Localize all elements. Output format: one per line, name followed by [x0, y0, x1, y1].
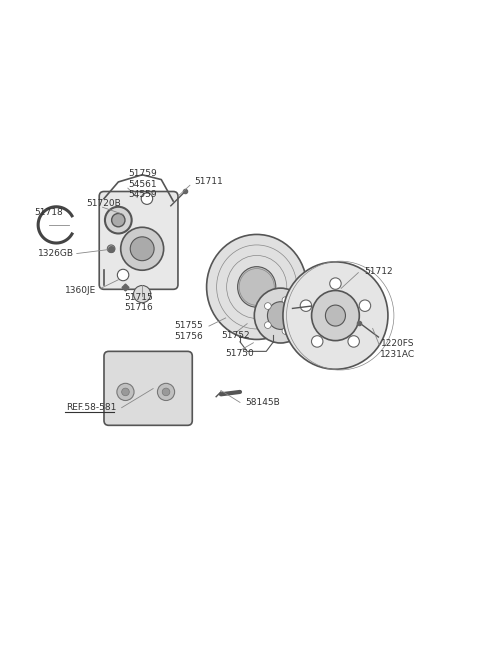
Circle shape: [157, 383, 175, 400]
Ellipse shape: [312, 291, 360, 341]
Ellipse shape: [206, 234, 307, 339]
Text: 51752: 51752: [221, 331, 250, 340]
Circle shape: [282, 328, 289, 334]
Text: 1220FS
1231AC: 1220FS 1231AC: [380, 339, 415, 359]
Text: 51750: 51750: [226, 349, 254, 358]
Circle shape: [348, 336, 360, 347]
Circle shape: [121, 388, 129, 396]
Circle shape: [108, 245, 115, 253]
FancyBboxPatch shape: [99, 191, 178, 290]
Text: REF.58-581: REF.58-581: [66, 403, 116, 412]
Text: 58145B: 58145B: [246, 398, 280, 407]
Circle shape: [117, 383, 134, 400]
Text: 51759
54561
54559: 51759 54561 54559: [128, 170, 156, 199]
Circle shape: [264, 303, 271, 309]
Circle shape: [120, 227, 164, 271]
Text: 51720B: 51720B: [86, 199, 121, 208]
Ellipse shape: [283, 262, 388, 369]
Text: 51718: 51718: [35, 208, 63, 217]
Circle shape: [293, 312, 300, 319]
Text: 51712: 51712: [364, 267, 393, 276]
Text: 51715
51716: 51715 51716: [124, 293, 153, 312]
Circle shape: [330, 278, 341, 290]
Circle shape: [359, 300, 371, 311]
Circle shape: [141, 193, 153, 204]
Circle shape: [130, 237, 154, 261]
Circle shape: [117, 269, 129, 281]
FancyBboxPatch shape: [104, 351, 192, 425]
Ellipse shape: [325, 305, 346, 326]
Circle shape: [264, 322, 271, 328]
Text: 1360JE: 1360JE: [64, 286, 96, 295]
Ellipse shape: [238, 267, 276, 307]
Circle shape: [312, 336, 323, 347]
Circle shape: [162, 388, 170, 396]
Ellipse shape: [254, 288, 307, 343]
Text: 51711: 51711: [194, 178, 223, 187]
Circle shape: [112, 214, 125, 227]
Ellipse shape: [267, 302, 294, 329]
Circle shape: [133, 286, 151, 303]
Circle shape: [282, 297, 289, 303]
Text: 1326GB: 1326GB: [38, 249, 74, 258]
Circle shape: [105, 207, 132, 233]
Text: 51755
51756: 51755 51756: [175, 321, 204, 341]
Circle shape: [300, 300, 312, 311]
